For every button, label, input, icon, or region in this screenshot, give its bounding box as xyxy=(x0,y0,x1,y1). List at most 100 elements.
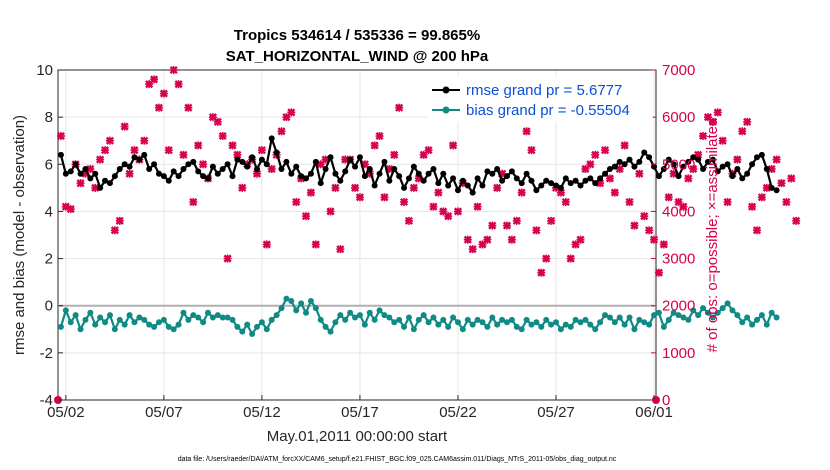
rmse-point xyxy=(214,170,221,177)
bias-point xyxy=(557,326,564,333)
bias-point xyxy=(229,316,236,323)
rmse-point xyxy=(102,177,109,184)
obs-point xyxy=(120,122,129,131)
obs-point xyxy=(390,150,399,159)
rmse-point xyxy=(430,166,437,172)
rmse-point xyxy=(513,175,520,182)
rmse-point xyxy=(646,154,653,161)
obs-point xyxy=(630,221,639,230)
rmse-point xyxy=(572,177,579,184)
obs-point xyxy=(566,254,575,263)
bias-point xyxy=(690,307,697,314)
bias-point xyxy=(651,312,658,319)
obs-point xyxy=(743,117,752,126)
rmse-point xyxy=(254,166,261,172)
obs-point xyxy=(473,202,482,211)
rmse-point xyxy=(621,161,628,168)
rmse-point xyxy=(381,158,388,165)
bias-point xyxy=(440,316,447,323)
rmse-point xyxy=(258,156,265,163)
bias-point xyxy=(405,314,412,321)
rmse-point xyxy=(337,177,344,184)
rmse-point xyxy=(665,156,672,163)
obs-point xyxy=(787,174,796,183)
obs-point xyxy=(679,202,688,211)
obs-point xyxy=(600,146,610,155)
obs-point xyxy=(370,141,379,150)
bias-point xyxy=(592,326,599,333)
obs-point xyxy=(689,164,698,174)
obs-point xyxy=(748,202,757,211)
bias-point xyxy=(636,316,643,323)
obs-point xyxy=(654,268,663,277)
obs-point xyxy=(527,146,536,155)
bias-point xyxy=(631,326,638,333)
obs-point xyxy=(586,160,595,169)
rmse-point xyxy=(425,170,432,177)
bias-point xyxy=(102,319,109,326)
bias-point xyxy=(714,309,721,316)
obs-point xyxy=(355,193,364,202)
x-tick-label: 05/02 xyxy=(47,404,85,421)
obs-point xyxy=(723,197,732,207)
obs-point xyxy=(434,188,443,197)
bias-point xyxy=(283,295,290,302)
rmse-point xyxy=(62,170,69,177)
rmse-point xyxy=(332,170,339,177)
x-tick-label: 05/07 xyxy=(145,404,183,421)
obs-point xyxy=(537,268,546,277)
rmse-point xyxy=(92,170,99,177)
bias-point xyxy=(528,321,535,328)
rmse-point xyxy=(116,166,123,172)
bias-point xyxy=(567,323,574,330)
bias-point xyxy=(548,321,555,328)
obs-point xyxy=(620,141,629,150)
bias-point xyxy=(459,326,466,333)
rmse-point xyxy=(567,180,574,187)
y-right-tick-label: 6000 xyxy=(662,109,695,126)
bias-point xyxy=(445,323,452,330)
plot-frame xyxy=(57,69,657,401)
y-right-tick-label: 7000 xyxy=(662,62,695,79)
bias-point xyxy=(626,314,633,321)
obs-point xyxy=(395,103,404,112)
bias-point xyxy=(151,323,158,330)
bias-point xyxy=(361,321,368,328)
rmse-point xyxy=(695,156,702,163)
bias-point xyxy=(160,316,167,323)
legend-bias-marker xyxy=(442,106,450,114)
bias-point xyxy=(665,316,672,323)
bias-point xyxy=(587,321,594,328)
bias-point xyxy=(116,316,123,323)
y-right-tick-label: 3000 xyxy=(662,251,695,268)
bias-point xyxy=(396,316,403,323)
legend-box xyxy=(427,76,653,122)
bias-point xyxy=(430,314,437,321)
obs-point xyxy=(713,108,722,117)
rmse-point xyxy=(533,187,540,194)
bias-point xyxy=(366,309,373,316)
bias-point xyxy=(141,316,148,323)
bias-point xyxy=(214,312,221,319)
bias-point xyxy=(337,312,344,319)
bias-point xyxy=(62,307,69,314)
rmse-point xyxy=(111,173,118,180)
rmse-point xyxy=(97,184,104,191)
bias-point xyxy=(479,319,486,326)
obs-point xyxy=(76,179,85,188)
bias-point xyxy=(616,314,623,321)
bias-point xyxy=(239,328,246,335)
bias-point xyxy=(749,321,756,328)
rmse-point xyxy=(582,177,589,184)
bias-point xyxy=(704,309,711,316)
obs-point xyxy=(640,212,649,221)
bias-point xyxy=(263,326,270,333)
rmse-point xyxy=(263,161,270,168)
bias-point xyxy=(254,323,261,330)
rmse-point xyxy=(543,177,550,184)
bias-point xyxy=(126,312,133,319)
obs-point xyxy=(277,127,286,136)
bias-point xyxy=(386,314,393,321)
rmse-point xyxy=(685,158,692,165)
rmse-point xyxy=(602,170,609,177)
